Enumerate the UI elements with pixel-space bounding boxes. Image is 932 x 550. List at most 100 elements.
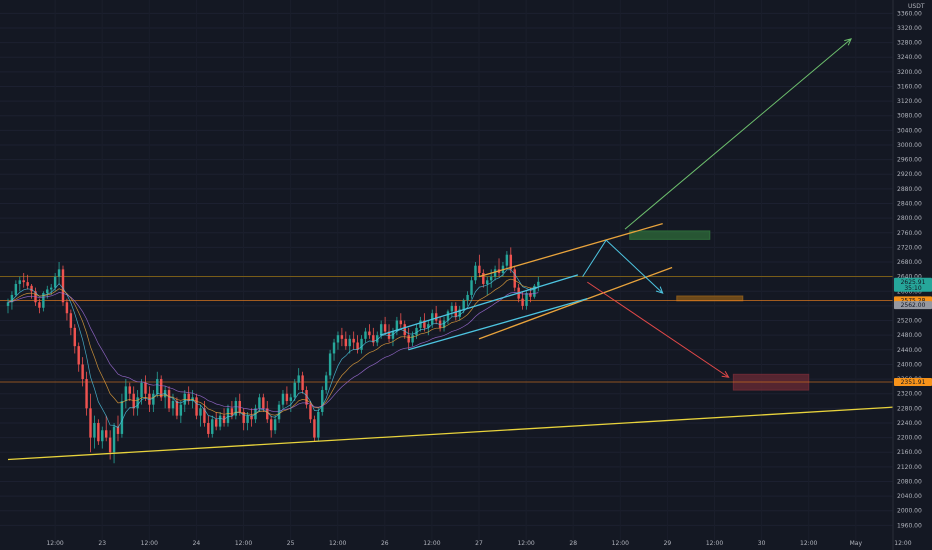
- candle-body: [128, 386, 131, 394]
- candle-body: [258, 397, 261, 409]
- time-axis[interactable]: 12:00 23 12:00 24 12:00 25 12:00 26 12:00 27 12:00…: [46, 540, 932, 547]
- candle-body: [537, 281, 540, 286]
- candle-body: [415, 327, 418, 336]
- time-tick-label: 23: [98, 540, 106, 547]
- candle-body: [175, 401, 179, 416]
- trendline-channel-lower[interactable]: [478, 266, 673, 340]
- candle-body: [486, 280, 489, 284]
- price-tick-label: 3160.00: [897, 83, 922, 90]
- candle-body: [14, 283, 18, 295]
- candle-body: [93, 422, 96, 438]
- candle-body: [340, 335, 344, 339]
- candle-body: [152, 393, 155, 405]
- candle-body: [470, 280, 473, 295]
- candle-body: [462, 300, 465, 310]
- candle-body: [18, 280, 22, 284]
- price-tick-label: 2000.00: [897, 508, 922, 515]
- candle-body: [116, 426, 120, 434]
- candle-body: [285, 393, 289, 402]
- candle-body: [458, 309, 461, 317]
- candle-body: [97, 422, 100, 442]
- time-tick-label: 12:00: [517, 540, 534, 547]
- trendline-inner-upper[interactable]: [379, 274, 579, 336]
- candle-body: [328, 353, 332, 376]
- candle-body: [379, 324, 383, 336]
- candle-body: [356, 342, 359, 350]
- price-tick-label: 2400.00: [897, 361, 922, 368]
- candle-body: [53, 276, 57, 288]
- candle-body: [104, 430, 108, 438]
- trendline-inner-lower[interactable]: [408, 297, 588, 351]
- candle-body: [262, 397, 265, 409]
- candle-body: [293, 382, 296, 398]
- price-tick-label: 2480.00: [897, 332, 922, 339]
- candle-body: [352, 338, 355, 343]
- candle-body: [167, 390, 171, 409]
- candle-body: [446, 311, 450, 321]
- time-tick-label: May: [850, 540, 863, 547]
- time-tick-label: 12:00: [800, 540, 817, 547]
- candle-body: [277, 404, 281, 420]
- candle-body: [266, 408, 269, 420]
- price-tick-label: 3280.00: [897, 40, 922, 47]
- price-tick-label: 2960.00: [897, 157, 922, 164]
- candle-body: [81, 364, 84, 380]
- price-tick-label: 1960.00: [897, 522, 922, 529]
- price-tick-label: 3040.00: [897, 127, 922, 134]
- price-badge-last: [894, 277, 932, 292]
- price-tick-label: 2120.00: [897, 464, 922, 471]
- candle-body: [73, 327, 76, 347]
- candle-body: [313, 419, 316, 438]
- candle-body: [332, 342, 336, 354]
- projection-bear[interactable]: [587, 281, 729, 378]
- quote-currency: USDT: [908, 3, 925, 10]
- price-tick-label: 2160.00: [897, 449, 922, 456]
- trendline-channel-upper[interactable]: [478, 222, 663, 278]
- candle-body: [226, 408, 230, 423]
- candle-body: [317, 411, 320, 438]
- time-tick-label: 26: [381, 540, 389, 547]
- candle-body: [348, 338, 351, 347]
- candle-body: [124, 386, 128, 402]
- candle-body: [269, 419, 273, 431]
- candle-body: [533, 285, 536, 297]
- candle-body: [391, 331, 395, 339]
- candle-body: [69, 313, 73, 328]
- moving-average-1: [7, 269, 539, 429]
- candle-body: [136, 397, 139, 409]
- candle-body: [108, 437, 112, 453]
- price-tick-label: 2840.00: [897, 201, 922, 208]
- price-badge-label: 2575.28: [901, 297, 926, 304]
- candle-body: [273, 419, 277, 431]
- projection-bull[interactable]: [624, 38, 852, 230]
- candle-body: [324, 375, 328, 391]
- trendlines: [7, 222, 932, 461]
- candle-body: [57, 269, 61, 277]
- candle-body: [207, 422, 210, 434]
- candle-body: [427, 324, 430, 328]
- candle-body: [442, 320, 446, 328]
- arrowhead-cyan-down: [655, 286, 664, 294]
- arrowhead-bull: [844, 38, 852, 46]
- candle-body: [493, 269, 497, 277]
- candle-body: [281, 393, 285, 405]
- candle-body: [450, 305, 454, 312]
- candle-body: [140, 382, 143, 398]
- candle-body: [171, 401, 175, 409]
- time-tick-label: 28: [569, 540, 577, 547]
- candle-body: [101, 430, 104, 442]
- candle-body: [65, 302, 69, 314]
- candle-body: [364, 331, 367, 339]
- price-tick-label: 2040.00: [897, 493, 922, 500]
- price-tick-label: 2800.00: [897, 215, 922, 222]
- price-badge-label: 2351.91: [901, 379, 926, 386]
- time-tick-label: 12:00: [141, 540, 158, 547]
- candle-body: [521, 298, 524, 306]
- projection-cyan-down[interactable]: [605, 239, 664, 294]
- candle-body: [26, 282, 29, 286]
- trendline-long-support[interactable]: [7, 401, 932, 461]
- projection-cyan-up[interactable]: [582, 239, 607, 277]
- moving-average-3: [7, 292, 539, 413]
